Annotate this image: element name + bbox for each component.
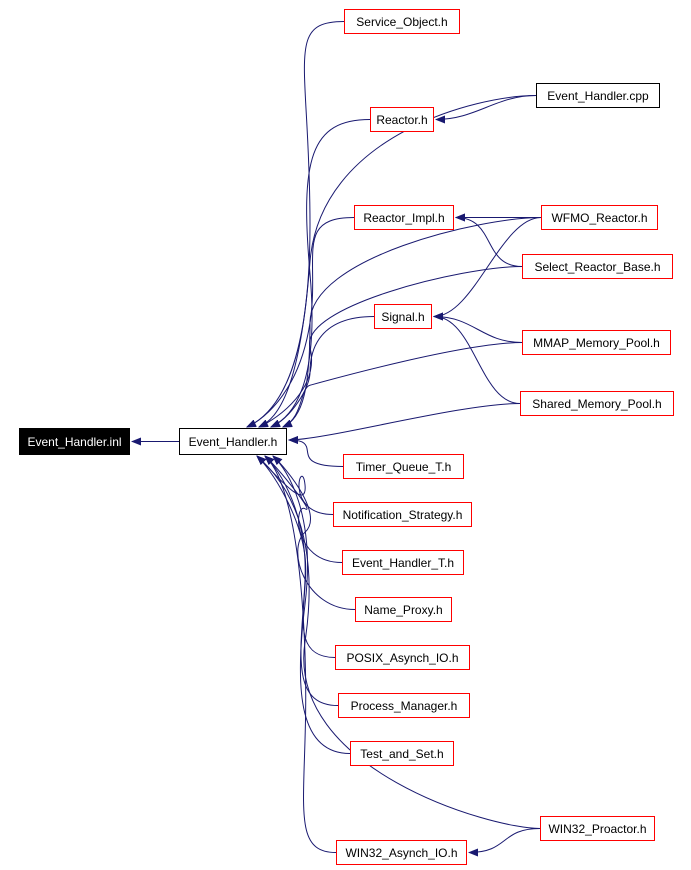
node-wfmo-reactor-h[interactable]: WFMO_Reactor.h <box>541 205 658 230</box>
edge-reactor-to-eh <box>270 119 371 428</box>
node-reactor-h[interactable]: Reactor.h <box>370 107 434 132</box>
edge-wfmo-to-eh <box>282 217 542 428</box>
edge-svc-to-eh <box>246 21 345 428</box>
node-event-handler-h[interactable]: Event_Handler.h <box>179 428 287 455</box>
edge-mmap-to-signal <box>433 312 523 343</box>
node-posix-asynch-io-h[interactable]: POSIX_Asynch_IO.h <box>335 645 470 670</box>
edge-rimpl-to-eh <box>246 217 355 428</box>
edge-shm-to-signal <box>433 312 521 404</box>
node-notification-strategy-h[interactable]: Notification_Strategy.h <box>333 502 472 527</box>
node-service-object-h[interactable]: Service_Object.h <box>344 9 460 34</box>
edge-signal-to-eh <box>270 316 375 428</box>
edge-wfmo-to-signal <box>433 217 542 321</box>
edge-cpp-to-eh <box>258 95 537 428</box>
edge-w32a-to-eh <box>264 455 337 853</box>
node-signal-h[interactable]: Signal.h <box>374 304 432 329</box>
node-select-reactor-base-h[interactable]: Select_Reactor_Base.h <box>522 254 673 279</box>
edge-posix-to-eh <box>256 455 336 658</box>
node-reactor-impl-h[interactable]: Reactor_Impl.h <box>354 205 454 230</box>
node-process-manager-h[interactable]: Process_Manager.h <box>338 693 470 718</box>
edge-w32p-to-w32a <box>468 828 541 857</box>
edge-cpp-to-reactor <box>435 95 537 124</box>
edge-tas-to-eh <box>272 455 351 754</box>
node-test-and-set-h[interactable]: Test_and_Set.h <box>350 741 454 766</box>
node-mmap-memory-pool-h[interactable]: MMAP_Memory_Pool.h <box>522 330 671 355</box>
edge-eht-to-eh <box>264 455 343 563</box>
node-event-handler-inl[interactable]: Event_Handler.inl <box>19 428 130 455</box>
node-win32-proactor-h[interactable]: WIN32_Proactor.h <box>540 816 655 841</box>
edge-np-to-eh <box>272 455 356 610</box>
edge-tq-to-eh <box>288 436 344 467</box>
node-event-handler-t-h[interactable]: Event_Handler_T.h <box>342 550 464 575</box>
edge-mmap-to-eh <box>282 342 523 428</box>
node-shared-memory-pool-h[interactable]: Shared_Memory_Pool.h <box>520 391 674 416</box>
edge-w32p-to-eh <box>256 455 541 829</box>
edge-srb-to-rimpl <box>455 213 523 267</box>
node-name-proxy-h[interactable]: Name_Proxy.h <box>355 597 452 622</box>
edge-shm-to-eh <box>288 403 521 444</box>
node-win32-asynch-io-h[interactable]: WIN32_Asynch_IO.h <box>336 840 467 865</box>
edge-srb-to-eh <box>258 266 523 428</box>
node-timer-queue-t-h[interactable]: Timer_Queue_T.h <box>343 454 464 479</box>
node-event-handler-cpp[interactable]: Event_Handler.cpp <box>536 83 660 108</box>
